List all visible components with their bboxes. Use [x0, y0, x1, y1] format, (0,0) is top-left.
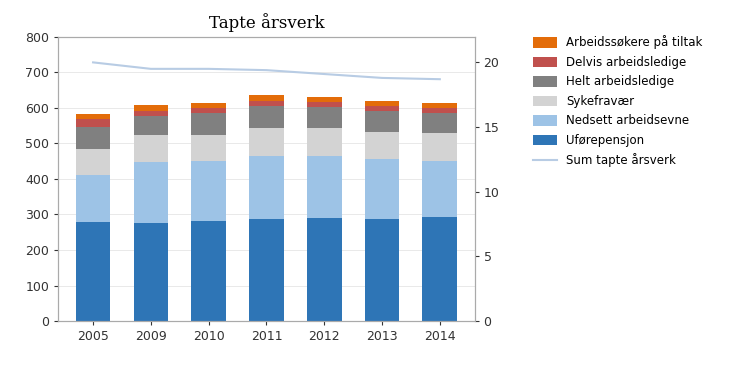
Bar: [365, 101, 399, 106]
Bar: [76, 149, 110, 175]
Bar: [249, 95, 284, 101]
Title: Tapte årsverk: Tapte årsverk: [209, 13, 324, 32]
Sum tapte årsverk: [320, 72, 328, 76]
Bar: [249, 219, 284, 321]
Bar: [423, 113, 457, 133]
Bar: [307, 128, 342, 157]
Bar: [365, 159, 399, 219]
Bar: [134, 135, 168, 162]
Bar: [134, 223, 168, 321]
Bar: [423, 103, 457, 108]
Bar: [76, 114, 110, 119]
Bar: [191, 161, 226, 221]
Bar: [365, 106, 399, 111]
Bar: [76, 119, 110, 127]
Bar: [307, 102, 342, 107]
Bar: [365, 131, 399, 159]
Bar: [134, 162, 168, 223]
Bar: [76, 222, 110, 321]
Bar: [191, 108, 226, 114]
Bar: [249, 128, 284, 156]
Bar: [134, 116, 168, 135]
Bar: [365, 111, 399, 131]
Sum tapte årsverk: [204, 67, 213, 71]
Bar: [423, 108, 457, 113]
Bar: [307, 218, 342, 321]
Line: Sum tapte årsverk: Sum tapte årsverk: [93, 62, 439, 79]
Sum tapte årsverk: [147, 67, 155, 71]
Sum tapte årsverk: [377, 76, 386, 80]
Bar: [249, 106, 284, 128]
Bar: [191, 221, 226, 321]
Sum tapte årsverk: [88, 60, 97, 65]
Bar: [307, 107, 342, 128]
Bar: [307, 97, 342, 102]
Bar: [191, 135, 226, 161]
Bar: [423, 161, 457, 217]
Bar: [191, 103, 226, 108]
Legend: Arbeidssøkere på tiltak, Delvis arbeidsledige, Helt arbeidsledige, Sykefravær, N: Arbeidssøkere på tiltak, Delvis arbeidsl…: [529, 31, 707, 172]
Bar: [365, 219, 399, 321]
Bar: [134, 111, 168, 116]
Sum tapte årsverk: [435, 77, 444, 81]
Bar: [423, 217, 457, 321]
Bar: [423, 133, 457, 161]
Bar: [76, 175, 110, 222]
Bar: [249, 101, 284, 106]
Sum tapte årsverk: [262, 68, 271, 72]
Bar: [134, 105, 168, 111]
Bar: [191, 114, 226, 135]
Bar: [307, 157, 342, 218]
Bar: [76, 127, 110, 149]
Bar: [249, 156, 284, 219]
